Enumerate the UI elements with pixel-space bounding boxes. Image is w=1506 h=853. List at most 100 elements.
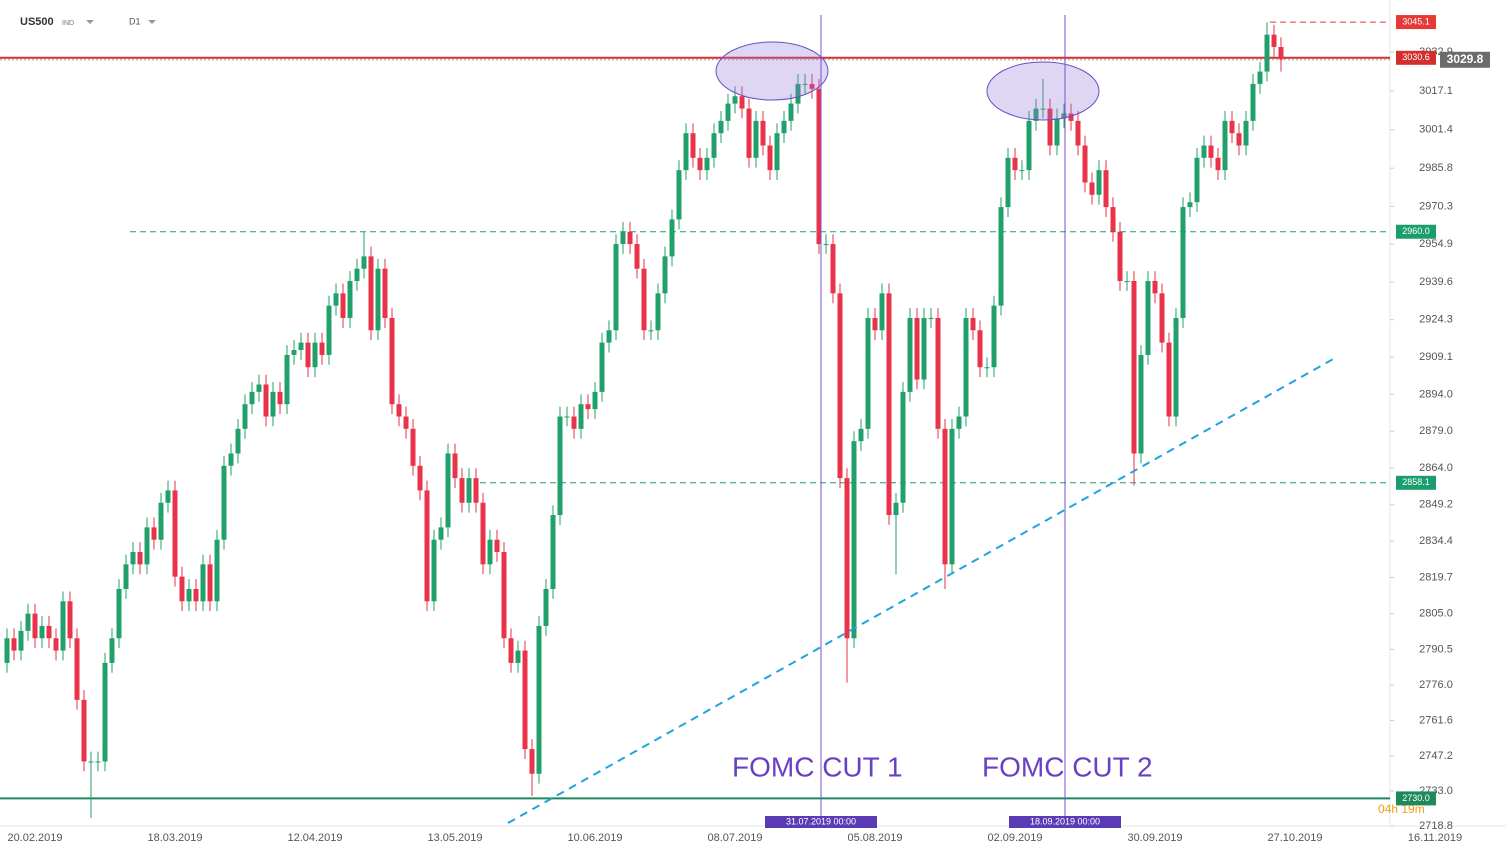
- candle-body: [1187, 202, 1193, 208]
- candle-body: [39, 625, 45, 639]
- dropdown-arrow[interactable]: [148, 20, 156, 24]
- candle-body: [1243, 120, 1249, 146]
- candle-body: [1173, 317, 1179, 417]
- candle-body: [1047, 108, 1053, 146]
- levels: [0, 21, 1390, 800]
- candle-body: [375, 268, 381, 331]
- candle-body: [1229, 120, 1235, 134]
- candle-body: [515, 650, 521, 663]
- candle-body: [536, 625, 542, 774]
- last-price-box: [1440, 51, 1490, 68]
- level-label: 3030.6: [1402, 52, 1430, 62]
- candle-body: [431, 539, 437, 602]
- candle-body: [116, 588, 122, 639]
- timeframe[interactable]: D1: [129, 16, 141, 26]
- candle-body: [760, 120, 766, 146]
- y-tick-label: 2790.5: [1419, 643, 1453, 655]
- candle-body: [67, 601, 73, 639]
- candle-body: [1068, 113, 1074, 121]
- candle-body: [949, 428, 955, 565]
- candle-body: [298, 342, 304, 350]
- candle-body: [1278, 46, 1284, 60]
- candle-body: [172, 490, 178, 577]
- candle-body: [1103, 170, 1109, 208]
- candle-body: [977, 330, 983, 368]
- candle-body: [319, 342, 325, 355]
- candle-body: [137, 552, 143, 565]
- candle-body: [739, 96, 745, 109]
- candle-body: [1012, 157, 1018, 171]
- candle-body: [585, 404, 591, 410]
- symbol[interactable]: US500: [20, 16, 54, 28]
- candle-body: [53, 638, 59, 651]
- x-tick-label: 05.08.2019: [847, 832, 902, 844]
- candle-body: [256, 384, 262, 392]
- candle-body: [676, 170, 682, 220]
- candle-body: [1040, 108, 1046, 110]
- candle-body: [935, 317, 941, 429]
- candle-body: [424, 490, 430, 602]
- y-tick-label: 2985.8: [1419, 162, 1453, 174]
- y-tick-label: 3001.4: [1419, 124, 1453, 136]
- candle-body: [354, 268, 360, 282]
- candle-body: [942, 428, 948, 565]
- candle-body: [333, 293, 339, 306]
- candle-body: [1138, 354, 1144, 454]
- candle-body: [697, 157, 703, 171]
- y-tick-label: 3017.1: [1419, 85, 1453, 97]
- candle-body: [774, 133, 780, 171]
- dropdown-arrow[interactable]: [86, 20, 94, 24]
- candle-body: [970, 317, 976, 331]
- candle-body: [620, 231, 626, 245]
- candle-body: [522, 650, 528, 750]
- candle-body: [830, 244, 836, 294]
- candle-body: [466, 478, 472, 503]
- candle-body: [725, 103, 731, 121]
- candle-body: [382, 268, 388, 318]
- candle-body: [1271, 34, 1277, 47]
- candle-body: [1208, 145, 1214, 158]
- candle-body: [858, 428, 864, 442]
- y-tick-label: 2879.0: [1419, 425, 1453, 437]
- x-tick-label: 27.10.2019: [1267, 832, 1322, 844]
- candle-body: [508, 638, 514, 663]
- candle-body: [417, 465, 423, 491]
- y-tick-label: 2970.3: [1419, 200, 1453, 212]
- axis: 2718.82733.02747.22761.62776.02790.52805…: [7, 15, 1490, 844]
- level-label-box: [1396, 15, 1436, 30]
- level-label: 2858.1: [1402, 477, 1430, 487]
- candle-body: [347, 281, 353, 318]
- candle-body: [683, 133, 689, 171]
- candle-body: [501, 552, 507, 639]
- candle-body: [984, 367, 990, 369]
- candle-body: [151, 527, 157, 540]
- candle-body: [900, 391, 906, 503]
- candle-body: [102, 662, 108, 762]
- candle-body: [284, 354, 290, 405]
- event-label: FOMC CUT 1: [732, 751, 903, 782]
- candle-body: [928, 317, 934, 319]
- candle-body: [956, 416, 962, 429]
- candle-body: [1005, 157, 1011, 208]
- candle-body: [459, 478, 465, 503]
- candle-body: [795, 83, 801, 104]
- candle-body: [74, 638, 80, 700]
- candle-body: [963, 317, 969, 417]
- event-date-box: [1009, 816, 1121, 828]
- candle-body: [669, 219, 675, 257]
- candle-body: [564, 416, 570, 418]
- candle-body: [291, 350, 297, 355]
- countdown: 04h 19m: [1378, 802, 1425, 816]
- candle-body: [1033, 108, 1039, 121]
- symbol-type: IND: [62, 20, 74, 27]
- candle-body: [1054, 118, 1060, 146]
- trend-line: [507, 357, 1336, 824]
- candle-body: [662, 256, 668, 294]
- candle-body: [571, 416, 577, 429]
- candle-body: [109, 638, 115, 663]
- candle-body: [865, 317, 871, 429]
- y-tick-label: 2954.9: [1419, 238, 1453, 250]
- candle-body: [4, 638, 10, 663]
- candle-body: [746, 108, 752, 158]
